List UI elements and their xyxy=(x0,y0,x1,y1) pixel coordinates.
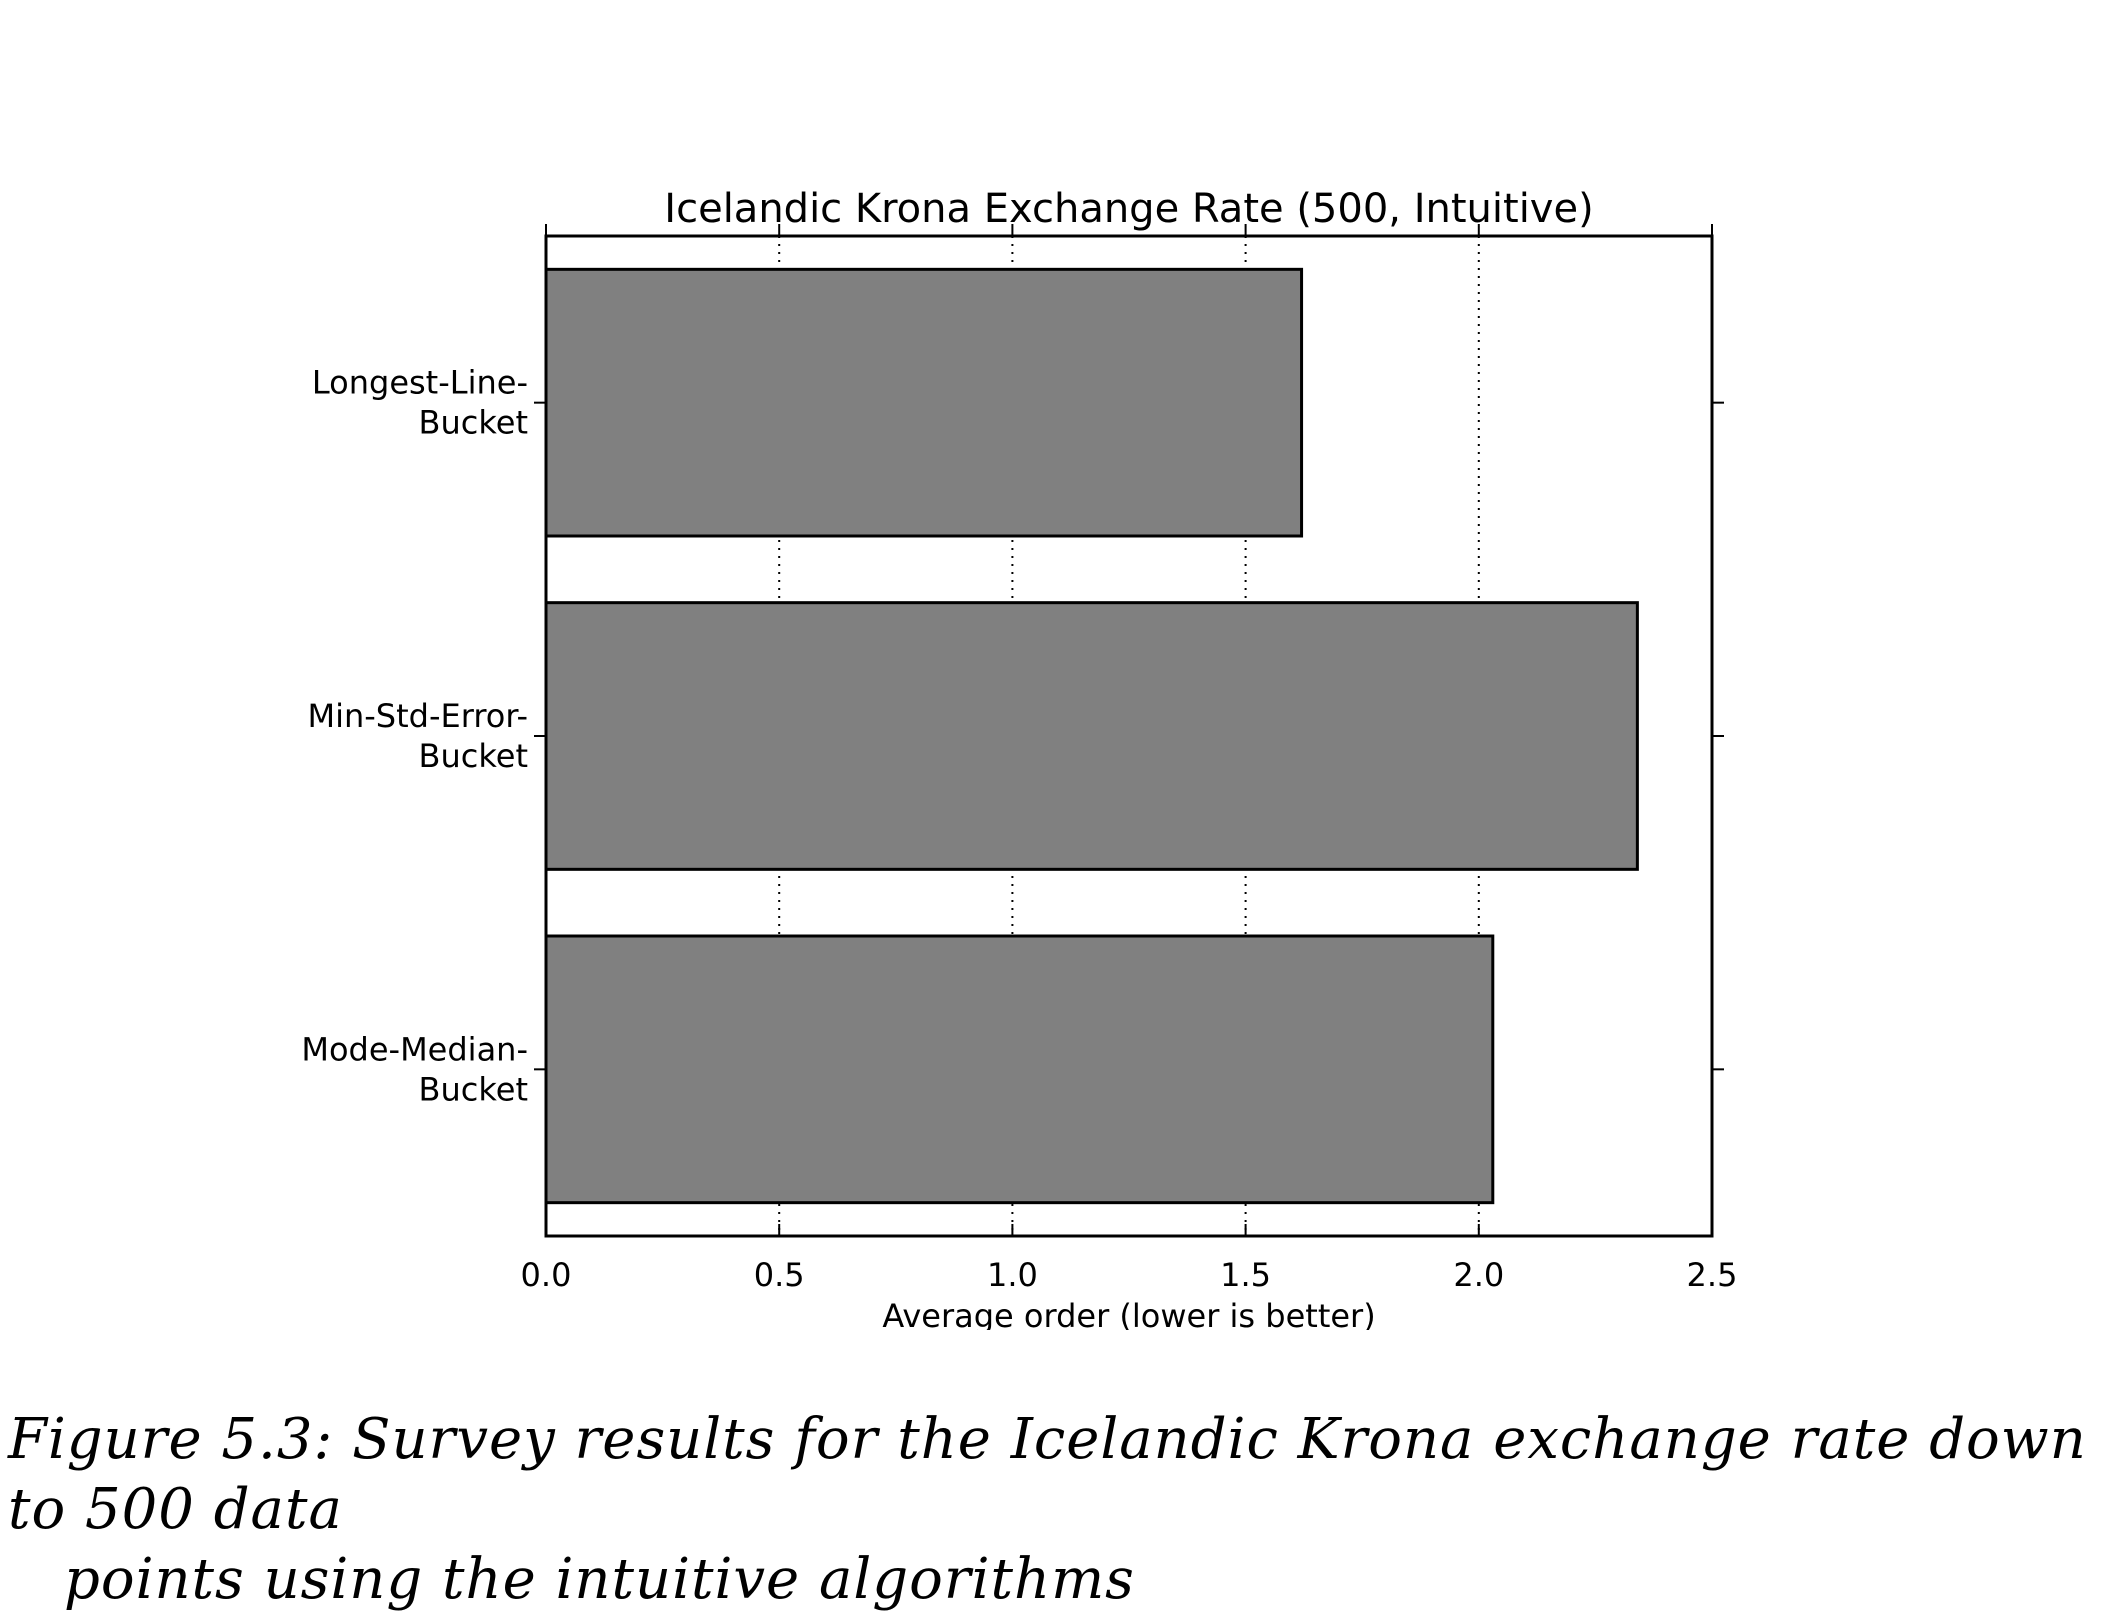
bar xyxy=(544,267,1304,538)
x-tick-label: 0.5 xyxy=(754,1256,805,1294)
category-label: Min-Std-Error- xyxy=(307,697,528,735)
chart-title: Icelandic Krona Exchange Rate (500, Intu… xyxy=(664,186,1593,232)
bars xyxy=(544,267,1639,1205)
x-tick-label: 1.5 xyxy=(1220,1256,1271,1294)
category-labels: Longest-Line-BucketMin-Std-Error-BucketM… xyxy=(301,364,528,1109)
category-label: Longest-Line- xyxy=(312,364,528,402)
caption-line-1: Figure 5.3: Survey results for the Icela… xyxy=(8,1407,2087,1542)
x-axis-label: Average order (lower is better) xyxy=(882,1297,1375,1330)
x-tick-label: 0.0 xyxy=(521,1256,572,1294)
caption-line-2: points using the intuitive algorithms xyxy=(64,1547,1135,1612)
x-tick-label: 2.5 xyxy=(1687,1256,1738,1294)
bar xyxy=(544,601,1639,871)
category-label: Mode-Median- xyxy=(301,1030,528,1068)
bar-chart: 0.0 0.5 1.0 1.5 2.0 2.5 Longest-Line-BucketMi… xyxy=(301,186,1738,1330)
figure-caption: Figure 5.3: Survey results for the Icela… xyxy=(8,1405,2098,1615)
category-label: Bucket xyxy=(419,404,528,442)
category-label: Bucket xyxy=(419,737,528,775)
x-tick-label: 2.0 xyxy=(1453,1256,1504,1294)
x-tick-label: 1.0 xyxy=(987,1256,1038,1294)
axis-ticks: 0.0 0.5 1.0 1.5 2.0 2.5 xyxy=(521,224,1738,1294)
bar xyxy=(544,934,1495,1205)
category-label: Bucket xyxy=(419,1070,528,1108)
